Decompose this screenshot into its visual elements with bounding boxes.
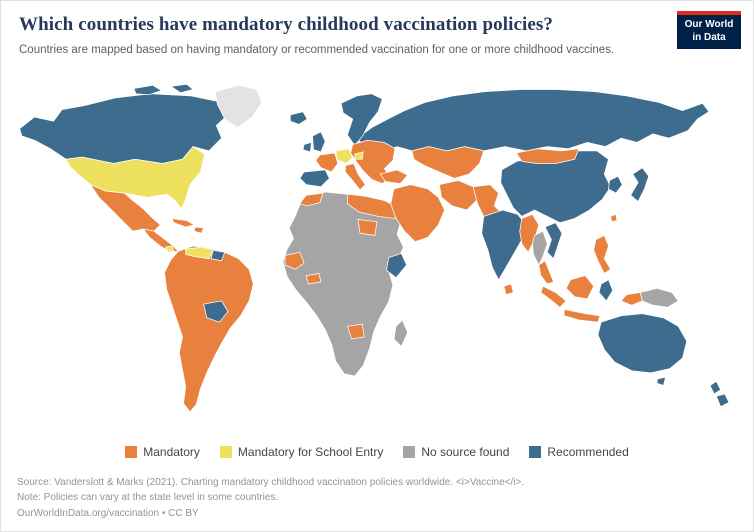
license-link[interactable]: OurWorldInData.org/vaccination • CC BY [17,507,199,519]
region-new-zealand-south[interactable] [715,393,730,408]
chart-subtitle: Countries are mapped based on having man… [19,44,615,56]
region-ghana[interactable] [305,273,322,285]
region-costa-rica[interactable] [165,245,175,253]
owid-logo[interactable]: Our World in Data [677,11,741,49]
region-germany[interactable] [335,148,354,165]
region-greenland[interactable] [214,85,263,129]
footer: Source: Vanderslott & Marks (2021). Char… [1,467,753,532]
region-japan[interactable] [630,167,650,203]
region-ireland[interactable] [302,141,312,153]
region-sulawesi[interactable] [598,279,614,302]
region-arctic-island-1[interactable] [133,84,163,96]
world-map [19,83,730,413]
region-madagascar[interactable] [393,319,409,348]
legend-item-mandatory[interactable]: Mandatory [125,445,200,459]
region-venezuela[interactable] [185,246,214,260]
source-line: Source: Vanderslott & Marks (2021). Char… [17,476,525,488]
legend-label-school-entry: Mandatory for School Entry [237,444,384,459]
header: Which countries have mandatory childhood… [1,1,753,58]
region-libya-egypt[interactable] [347,193,398,219]
region-guyana[interactable] [210,249,226,262]
legend-item-school-entry[interactable]: Mandatory for School Entry [219,444,384,459]
region-scandinavia[interactable] [340,93,383,147]
region-sumatra[interactable] [540,285,567,308]
region-spain[interactable] [299,169,330,188]
region-czechia[interactable] [354,151,364,160]
region-indonesian-papua[interactable] [620,292,643,306]
region-malay-peninsula[interactable] [538,260,555,285]
region-korea[interactable] [608,175,623,194]
legend-label-recommended: Recommended [547,444,629,459]
page-title: Which countries have mandatory childhood… [19,14,554,35]
region-philippines[interactable] [593,234,612,275]
legend-swatch-no-source [403,445,416,458]
region-west-africa[interactable] [284,251,305,270]
owid-logo-line1: Our World [684,19,734,30]
region-morocco[interactable] [299,192,324,207]
region-mongolia[interactable] [515,148,580,164]
region-india[interactable] [481,209,527,281]
legend-swatch-school-entry [219,445,232,458]
region-central-asia[interactable] [411,146,485,179]
region-hispaniola[interactable] [193,226,205,234]
region-taiwan[interactable] [610,213,618,223]
region-borneo[interactable] [565,275,595,300]
region-myanmar[interactable] [519,213,540,254]
region-thailand[interactable] [532,230,548,266]
region-italy[interactable] [344,163,366,191]
region-southern-africa-patch[interactable] [346,323,365,340]
region-kenya-horn[interactable] [386,253,408,279]
legend-item-recommended[interactable]: Recommended [529,444,629,459]
region-africa[interactable] [282,191,404,377]
region-south-america[interactable] [164,245,254,413]
region-turkey[interactable] [379,169,409,185]
owid-logo-line2: in Data [692,31,726,43]
region-sri-lanka[interactable] [503,283,514,296]
region-australia[interactable] [597,313,688,374]
legend-swatch-mandatory [125,445,138,458]
region-iran[interactable] [438,180,478,211]
region-mexico[interactable] [89,183,161,232]
region-tasmania[interactable] [656,376,667,387]
region-bolivia[interactable] [203,300,229,323]
region-new-zealand-north[interactable] [709,380,722,395]
world-map-container [1,58,753,442]
region-java[interactable] [563,309,601,323]
legend-swatch-recommended [529,445,542,458]
legend-label-mandatory: Mandatory [143,444,200,459]
region-vietnam[interactable] [544,222,563,260]
legend-label-no-source: No source found [421,444,510,459]
region-cuba[interactable] [171,218,196,228]
region-russia[interactable] [355,89,710,152]
region-canada[interactable] [19,93,229,164]
region-arabian-peninsula[interactable] [390,184,446,243]
legend-item-no-source[interactable]: No source found [403,445,509,459]
region-united-kingdom[interactable] [312,131,326,153]
region-iceland[interactable] [289,111,308,125]
region-france[interactable] [315,152,339,173]
legend: Mandatory Mandatory for School Entry No … [1,443,753,467]
note-line: Note: Policies can vary at the state lev… [17,492,279,503]
region-arctic-island-2[interactable] [169,83,194,94]
region-chad-sudan[interactable] [357,219,378,236]
region-new-guinea[interactable] [639,287,679,308]
